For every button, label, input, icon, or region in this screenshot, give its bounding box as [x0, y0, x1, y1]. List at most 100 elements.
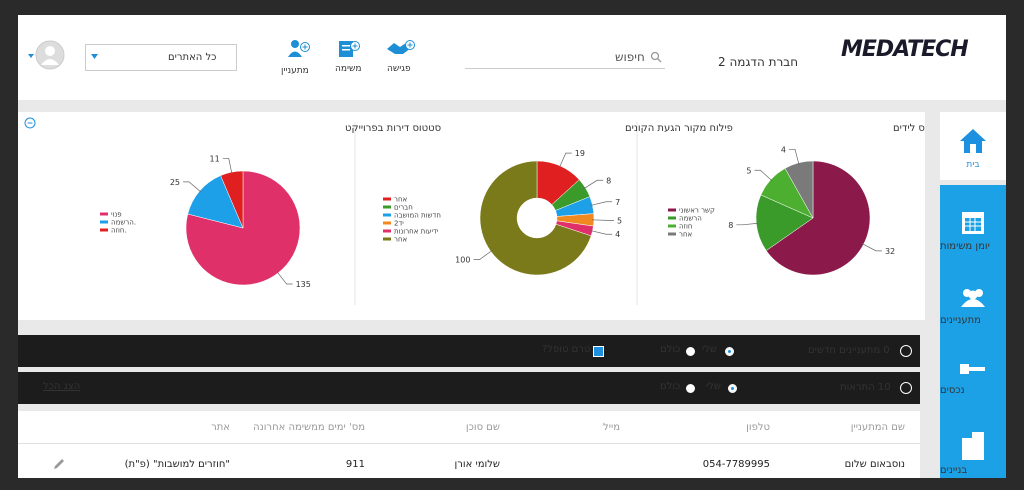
- leader-line: [473, 249, 493, 260]
- column-header: שם המתעניין: [850, 422, 905, 433]
- legend-label: חדשות המושבה: [394, 212, 441, 220]
- meeting-icon[interactable]: [385, 37, 415, 59]
- leader-line: [754, 169, 773, 182]
- slice-label: 7: [615, 198, 620, 207]
- table-cell: נוסבאום שלום: [844, 459, 905, 470]
- pie-slice: [479, 160, 592, 276]
- toggle-icon[interactable]: [900, 345, 912, 357]
- legend-label: פנוי: [111, 211, 122, 219]
- nav-label[interactable]: יומן משימות: [940, 241, 990, 252]
- alerts-label: 10 התראות: [840, 382, 891, 393]
- radio-mine[interactable]: [728, 384, 737, 393]
- column-header: מס' ימים ממשימה אחרונה: [253, 422, 365, 433]
- nav-label[interactable]: מתעניינים: [940, 315, 981, 326]
- slice-label: 4: [615, 230, 620, 239]
- radio-label[interactable]: שלי: [706, 381, 722, 392]
- column-header: אתר: [211, 422, 230, 433]
- legend-label: קשר ראשוני: [679, 207, 715, 215]
- task-icon[interactable]: [336, 37, 362, 61]
- search-underline: [465, 68, 665, 69]
- legend-label: חוזה: [679, 223, 692, 231]
- logo: MEDATECH: [841, 37, 969, 62]
- collapse-icon[interactable]: [24, 117, 36, 129]
- leader-line: [736, 222, 759, 226]
- nav-label[interactable]: בית: [966, 160, 980, 170]
- radio-mine[interactable]: [725, 347, 734, 356]
- key-icon: [960, 364, 985, 374]
- legend-label: חברים: [394, 204, 413, 212]
- company-name: חברת הדגמה 2: [718, 55, 799, 69]
- table-cell: "חוזרים למושבות" (פ"ת): [124, 459, 230, 470]
- new-leads-label: 0 מתעניינים חדשים: [808, 345, 890, 356]
- column-header: טלפון: [746, 422, 770, 433]
- action-label[interactable]: מתעניין: [281, 66, 309, 76]
- legend-marker: [383, 229, 391, 233]
- search-input[interactable]: חיפוש: [615, 50, 645, 64]
- radio-label[interactable]: שלי: [702, 344, 718, 355]
- legend-label: ידיעות אחרונות: [394, 228, 439, 236]
- alerts-bar: [18, 372, 920, 404]
- slice-label: 135: [296, 280, 311, 289]
- leader-line: [590, 201, 613, 206]
- table-divider: [18, 443, 920, 444]
- collapse-icon[interactable]: [900, 382, 912, 394]
- slice-label: 8: [606, 176, 611, 185]
- app: MEDATECH חברת הדגמה 2 חיפוש פגישה משימה …: [18, 15, 1006, 478]
- leads-bar: [18, 335, 920, 367]
- leads-icon: [961, 289, 985, 307]
- edit-icon[interactable]: [52, 457, 66, 471]
- home-icon: [960, 129, 986, 153]
- chart-title: פילוח מקור הגעת הקונים: [625, 123, 733, 134]
- slice-label: 19: [575, 149, 585, 158]
- legend-marker: [383, 213, 391, 217]
- leader-line: [788, 148, 800, 165]
- action-label[interactable]: משימה: [335, 64, 362, 74]
- legend-label: הרשמה.: [111, 219, 136, 227]
- checkbox-label[interactable]: טרם טופל?: [542, 344, 591, 355]
- column-header: מייל: [603, 422, 620, 433]
- table: [18, 411, 920, 478]
- chart-title: סטטוס דירות בפרוייקט: [345, 123, 441, 134]
- radio-all[interactable]: [686, 384, 695, 393]
- action-label[interactable]: פגישה: [387, 64, 411, 74]
- legend-marker: [383, 221, 391, 225]
- legend-label: הרשמה: [679, 215, 702, 223]
- legend-marker: [383, 197, 391, 201]
- column-header: שם סוכן: [465, 422, 500, 433]
- slice-label: 25: [170, 178, 180, 187]
- slice-label: 8: [728, 221, 733, 230]
- slice-label: 5: [617, 216, 622, 225]
- legend-marker: [668, 216, 676, 220]
- search-icon: [650, 51, 662, 63]
- legend-marker: [100, 228, 108, 232]
- legend-label: אחר: [394, 196, 408, 204]
- lead-icon[interactable]: [286, 37, 312, 61]
- leader-line: [583, 179, 604, 190]
- nav-label[interactable]: בניינים: [940, 465, 968, 476]
- legend-marker: [668, 224, 676, 228]
- table-cell: שלומי אורן: [454, 459, 500, 470]
- leader-line: [183, 181, 202, 193]
- chart-title: סטטוס לידים: [893, 123, 925, 134]
- legend-marker: [100, 220, 108, 224]
- leader-line: [222, 158, 233, 175]
- legend-marker: [668, 232, 676, 236]
- user-avatar[interactable]: [26, 39, 66, 71]
- checkbox[interactable]: [593, 346, 604, 357]
- nav-label[interactable]: נכסים: [940, 385, 965, 396]
- radio-label[interactable]: כולם: [660, 344, 681, 355]
- slice-label: 32: [885, 247, 895, 256]
- radio-label[interactable]: כולם: [660, 381, 681, 392]
- slice-label: 5: [746, 166, 751, 175]
- site-select-value[interactable]: כל האתרים: [168, 52, 217, 63]
- leader-line: [590, 230, 613, 235]
- leader-line: [276, 271, 293, 285]
- radio-all[interactable]: [686, 347, 695, 356]
- table-cell: 054-7789995: [702, 459, 770, 470]
- slice-label: 11: [210, 154, 220, 163]
- show-all-link[interactable]: הצג הכל: [43, 381, 81, 392]
- site-select[interactable]: [85, 44, 237, 71]
- legend-label: אחר: [394, 236, 408, 244]
